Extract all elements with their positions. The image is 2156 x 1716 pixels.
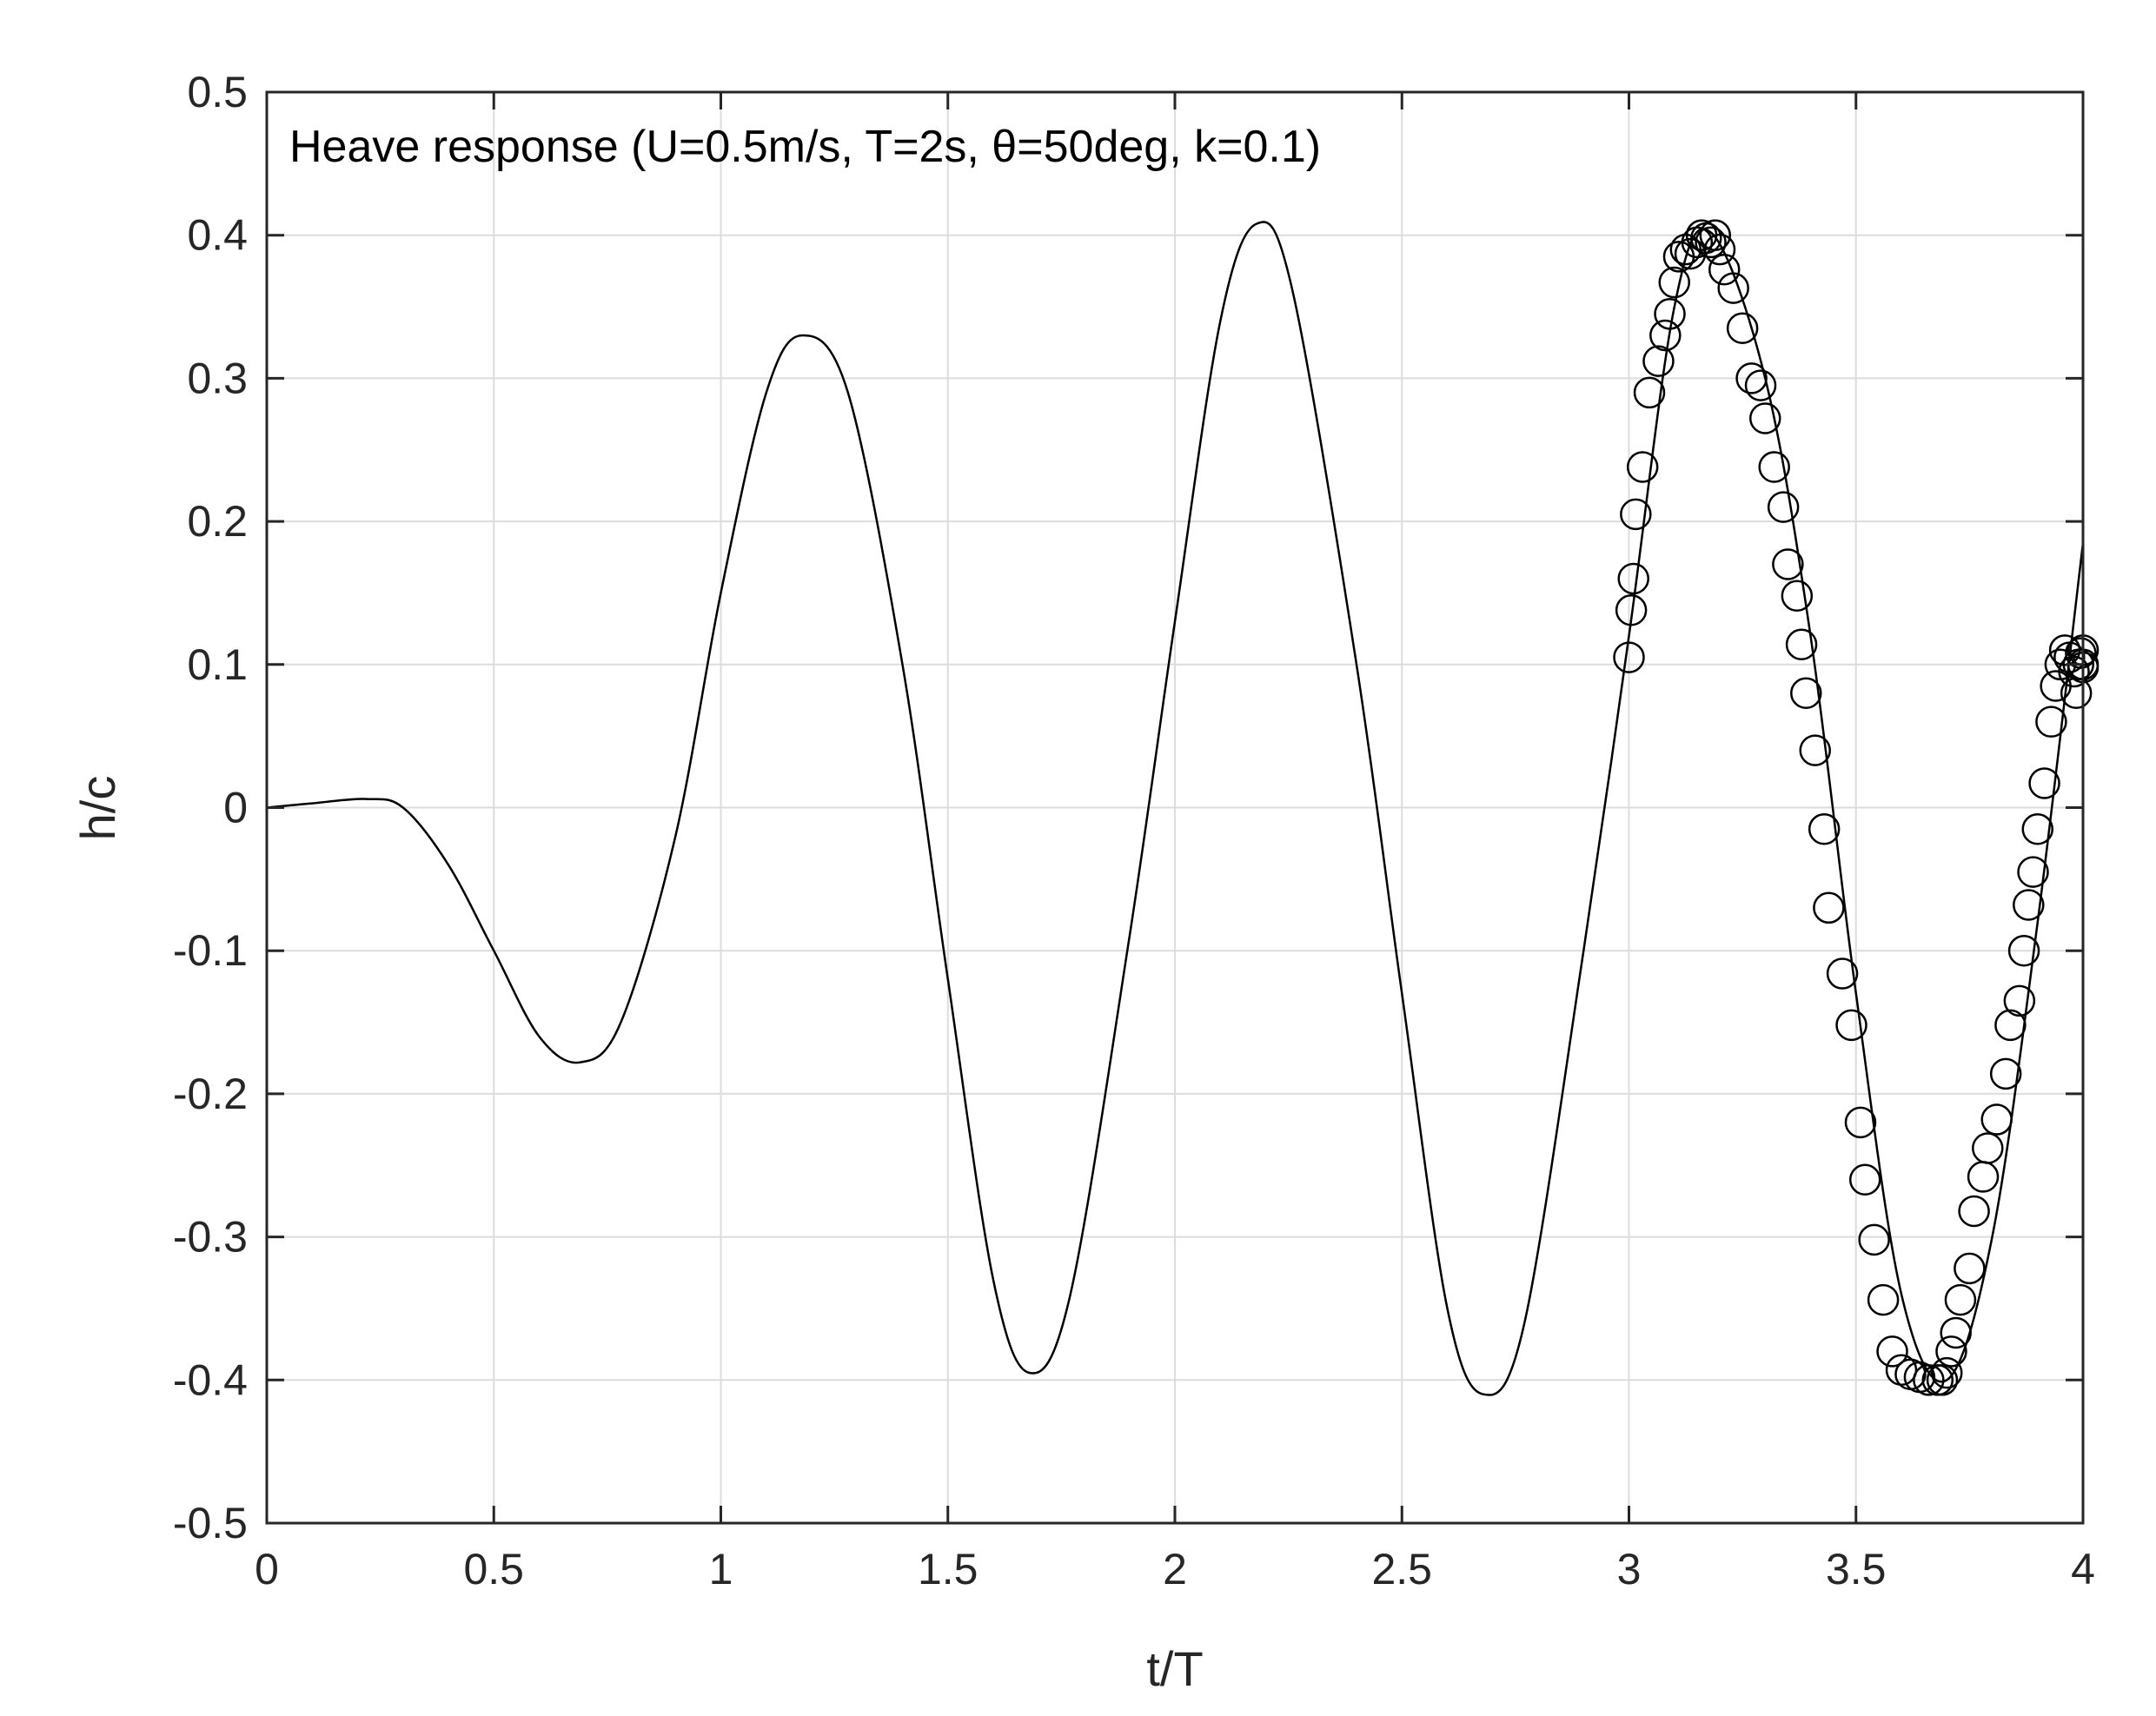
x-tick-label: 0 [255, 1545, 279, 1593]
data-point-marker [2021, 812, 2053, 845]
data-point-marker [1944, 1283, 1977, 1316]
y-axis-label: h/c [70, 776, 125, 841]
data-point-marker [1708, 253, 1741, 286]
data-series [266, 219, 2100, 1396]
data-point-marker [1954, 1252, 1986, 1285]
data-point-marker [1935, 1335, 1967, 1368]
data-point-marker [1744, 369, 1777, 401]
data-point-marker [1726, 312, 1759, 345]
data-point-marker [1844, 1106, 1877, 1139]
data-point-marker [1808, 812, 1841, 845]
data-point-marker [1620, 498, 1652, 531]
y-tick-label: 0.3 [187, 354, 248, 402]
data-point-marker [2003, 984, 2036, 1017]
data-point-marker [1767, 491, 1800, 523]
x-tick-label: 2 [1163, 1545, 1187, 1593]
data-point-marker [1649, 319, 1682, 352]
data-point-marker [1642, 345, 1675, 377]
data-point-marker [1813, 891, 1845, 924]
data-point-marker [1835, 1009, 1867, 1042]
data-point-marker [1876, 1335, 1908, 1368]
data-point-marker [1848, 1163, 1881, 1196]
y-tick-label: -0.2 [173, 1070, 248, 1118]
plot-annotation: Heave response (U=0.5m/s, T=2s, θ=50deg,… [289, 122, 1321, 172]
y-tick-label: -0.4 [173, 1355, 248, 1404]
y-tick-label: 0.4 [187, 211, 248, 260]
axis-ticks [265, 90, 2085, 1525]
data-point-marker [1749, 402, 1781, 434]
data-point-marker [1867, 1283, 1900, 1316]
data-point-marker [1758, 451, 1790, 483]
y-tick-label: 0.5 [187, 68, 248, 116]
data-point-marker [1658, 266, 1690, 299]
data-point-marker [1858, 1223, 1890, 1256]
data-point-marker [1633, 376, 1666, 409]
data-point-marker [1699, 219, 1732, 251]
x-tick-label: 1 [709, 1545, 733, 1593]
data-point-marker [2035, 706, 2067, 738]
x-tick-label: 2.5 [1371, 1545, 1432, 1593]
data-point-marker [1772, 548, 1804, 580]
data-point-marker [1617, 562, 1649, 595]
data-point-marker [1989, 1057, 2022, 1090]
data-point-marker [1940, 1316, 1972, 1349]
data-point-marker [1926, 1364, 1959, 1396]
x-tick-label: 4 [2071, 1545, 2095, 1593]
data-point-marker [1717, 272, 1749, 304]
data-point-marker [1913, 1364, 1945, 1396]
data-point-marker [1958, 1195, 1990, 1228]
x-tick-labels: 0 0.5 1 1.5 2 2.5 3 3.5 4 [255, 1545, 2095, 1593]
x-tick-label: 0.5 [463, 1545, 524, 1593]
data-point-marker [1931, 1356, 1963, 1389]
data-point-marker [1785, 628, 1818, 660]
data-point-marker [1790, 677, 1822, 709]
data-point-marker [1799, 734, 1831, 766]
data-point-marker [1695, 226, 1727, 259]
data-point-marker [2007, 934, 2040, 967]
data-point-marker [2013, 889, 2045, 921]
data-point-marker [1826, 957, 1859, 990]
x-axis-label: t/T [1146, 1641, 1203, 1696]
y-tick-label: 0 [223, 784, 248, 832]
y-tick-label: -0.1 [173, 926, 248, 975]
data-point-marker [1781, 580, 1814, 612]
y-tick-label: 0.2 [187, 497, 248, 546]
y-tick-label: -0.5 [173, 1499, 248, 1547]
data-point-marker [1703, 233, 1736, 266]
data-point-marker [1972, 1132, 2004, 1164]
data-point-marker [2028, 767, 2060, 799]
data-point-marker [1980, 1103, 2013, 1136]
y-tick-label: -0.3 [173, 1213, 248, 1262]
y-tick-labels: -0.5 -0.4 -0.3 -0.2 -0.1 0 0.1 0.2 0.3 0.4 0.5 [173, 68, 248, 1547]
x-tick-label: 3 [1617, 1545, 1642, 1593]
data-point-marker [2065, 637, 2097, 669]
data-point-marker [1615, 593, 1648, 626]
data-point-marker [1626, 451, 1659, 483]
data-point-marker [1994, 1009, 2027, 1042]
simulation-line [266, 221, 2085, 1396]
x-tick-label: 1.5 [918, 1545, 978, 1593]
data-point-marker [1654, 298, 1686, 330]
x-tick-label: 3.5 [1826, 1545, 1887, 1593]
data-point-marker [2017, 856, 2049, 888]
data-point-marker [1735, 362, 1768, 394]
y-tick-label: 0.1 [187, 640, 248, 689]
data-point-marker [1613, 641, 1645, 673]
